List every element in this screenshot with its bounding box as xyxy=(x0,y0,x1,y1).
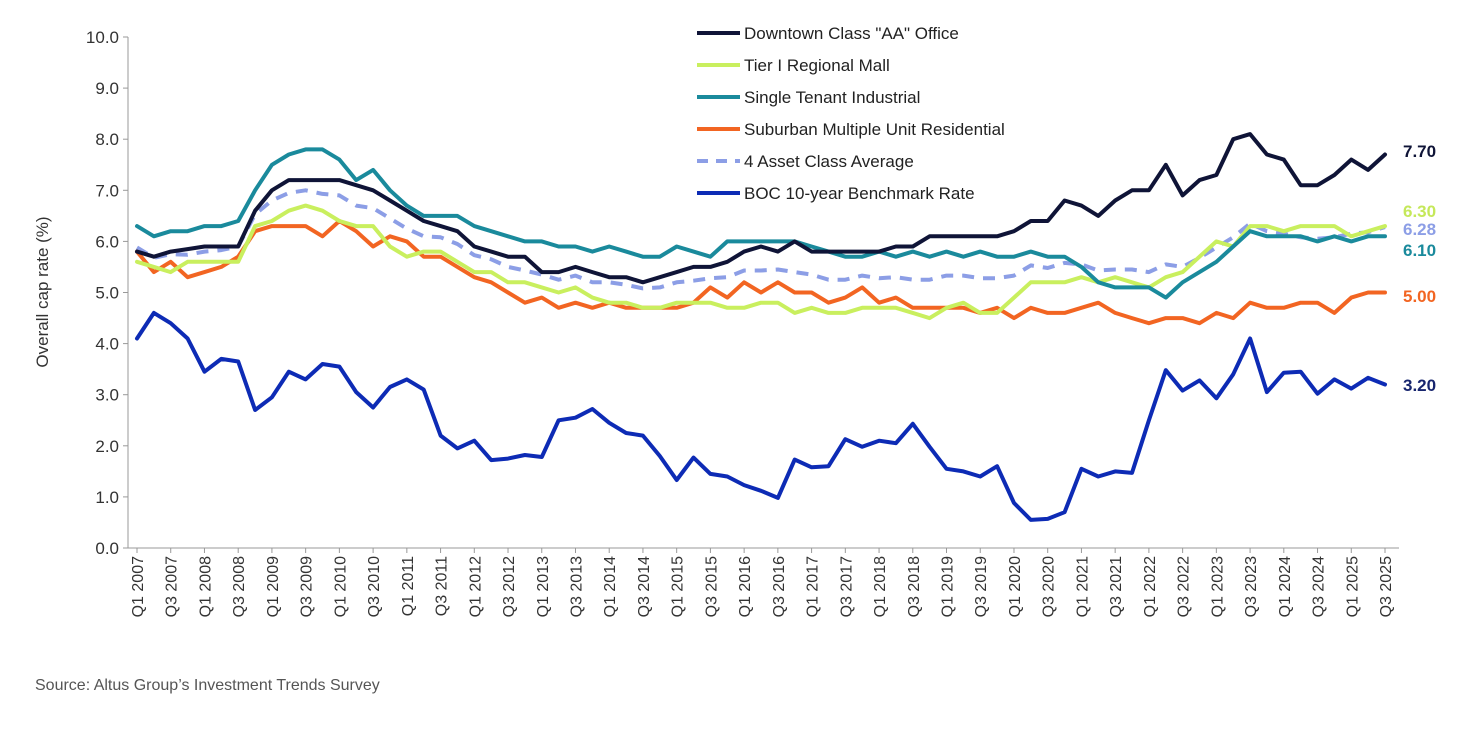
x-tick-label: Q1 2025 xyxy=(1344,556,1361,617)
legend-label: BOC 10-year Benchmark Rate xyxy=(744,184,975,203)
y-axis: 0.0 1.0 2.0 3.0 4.0 5.0 6.0 7.0 8.0 9.0 10.0 xyxy=(86,28,129,558)
series-line xyxy=(135,203,1387,321)
y-tick-label: 1.0 xyxy=(95,488,119,507)
y-tick-label: 9.0 xyxy=(95,79,119,98)
x-tick-label: Q3 2007 xyxy=(164,556,181,617)
series-line xyxy=(135,132,1387,285)
x-tick-label: Q1 2013 xyxy=(535,556,552,617)
x-tick-label: Q3 2013 xyxy=(568,556,585,617)
legend-label: Suburban Multiple Unit Residential xyxy=(744,120,1005,139)
series-line xyxy=(135,147,1387,300)
x-tick-label: Q1 2014 xyxy=(602,556,619,617)
y-tick-label: 7.0 xyxy=(95,181,119,200)
x-tick-label: Q1 2019 xyxy=(940,556,957,617)
end-value-label: 6.28 xyxy=(1403,220,1436,239)
series-line xyxy=(135,188,1386,291)
y-tick-label: 4.0 xyxy=(95,335,119,354)
x-tick-label: Q3 2010 xyxy=(366,556,383,617)
x-tick-label: Q1 2011 xyxy=(400,556,417,616)
x-tick-label: Q1 2024 xyxy=(1277,556,1294,617)
x-tick-label: Q1 2009 xyxy=(265,556,282,617)
x-tick-label: Q1 2018 xyxy=(872,556,889,617)
x-tick-label: Q1 2008 xyxy=(197,556,214,617)
legend-label: Single Tenant Industrial xyxy=(744,88,920,107)
x-tick-label: Q3 2016 xyxy=(771,556,788,617)
x-tick-label: Q1 2015 xyxy=(670,556,687,617)
x-tick-label: Q1 2023 xyxy=(1209,556,1226,617)
x-tick-label: Q3 2017 xyxy=(838,556,855,617)
legend: Downtown Class "AA" Office Tier I Regiona… xyxy=(697,24,1005,203)
x-tick-label: Q3 2023 xyxy=(1243,556,1260,617)
source-note: Source: Altus Group’s Investment Trends … xyxy=(35,677,380,694)
end-value-label: 5.00 xyxy=(1403,287,1436,306)
y-tick-label: 2.0 xyxy=(95,437,119,456)
legend-label: Downtown Class "AA" Office xyxy=(744,24,959,43)
end-value-label: 6.10 xyxy=(1403,241,1436,260)
x-tick-label: Q3 2015 xyxy=(703,556,720,617)
end-value-label: 3.20 xyxy=(1403,376,1436,395)
x-tick-label: Q3 2021 xyxy=(1108,556,1125,617)
x-tick-label: Q1 2010 xyxy=(332,556,349,617)
y-tick-label: 3.0 xyxy=(95,386,119,405)
end-labels: 7.70 6.30 6.10 5.00 6.28 3.20 xyxy=(1403,142,1436,395)
end-value-label: 7.70 xyxy=(1403,142,1436,161)
y-tick-label: 6.0 xyxy=(95,232,119,251)
y-tick-label: 10.0 xyxy=(86,28,119,47)
legend-label: Tier I Regional Mall xyxy=(744,56,890,75)
x-tick-label: Q3 2012 xyxy=(501,556,518,617)
y-tick-label: 8.0 xyxy=(95,130,119,149)
y-axis-title: Overall cap rate (%) xyxy=(33,216,52,367)
series-line xyxy=(135,310,1387,522)
x-tick-label: Q3 2025 xyxy=(1378,556,1395,617)
legend-label: 4 Asset Class Average xyxy=(744,152,914,171)
x-tick-label: Q1 2016 xyxy=(737,556,754,617)
series-lines xyxy=(135,132,1387,522)
x-tick-label: Q3 2011 xyxy=(434,556,451,616)
x-tick-label: Q1 2021 xyxy=(1074,556,1091,617)
x-tick-label: Q3 2008 xyxy=(231,556,248,617)
x-tick-label: Q3 2022 xyxy=(1176,556,1193,617)
x-tick-label: Q3 2018 xyxy=(906,556,923,617)
x-tick-label: Q3 2024 xyxy=(1311,556,1328,617)
x-tick-label: Q1 2012 xyxy=(467,556,484,617)
y-tick-label: 5.0 xyxy=(95,284,119,303)
x-tick-label: Q1 2017 xyxy=(805,556,822,617)
end-value-label: 6.30 xyxy=(1403,202,1436,221)
y-tick-label: 0.0 xyxy=(95,539,119,558)
x-tick-label: Q3 2019 xyxy=(973,556,990,617)
x-axis: Q1 2007 Q3 2007 Q1 2008 Q3 2008 Q1 2009 Q3 20… xyxy=(128,547,1399,617)
x-tick-label: Q1 2007 xyxy=(130,556,147,617)
x-tick-label: Q1 2022 xyxy=(1142,556,1159,617)
x-tick-label: Q1 2020 xyxy=(1007,556,1024,617)
x-tick-label: Q3 2009 xyxy=(299,556,316,617)
x-tick-label: Q3 2014 xyxy=(636,556,653,617)
x-tick-label: Q3 2020 xyxy=(1041,556,1058,617)
